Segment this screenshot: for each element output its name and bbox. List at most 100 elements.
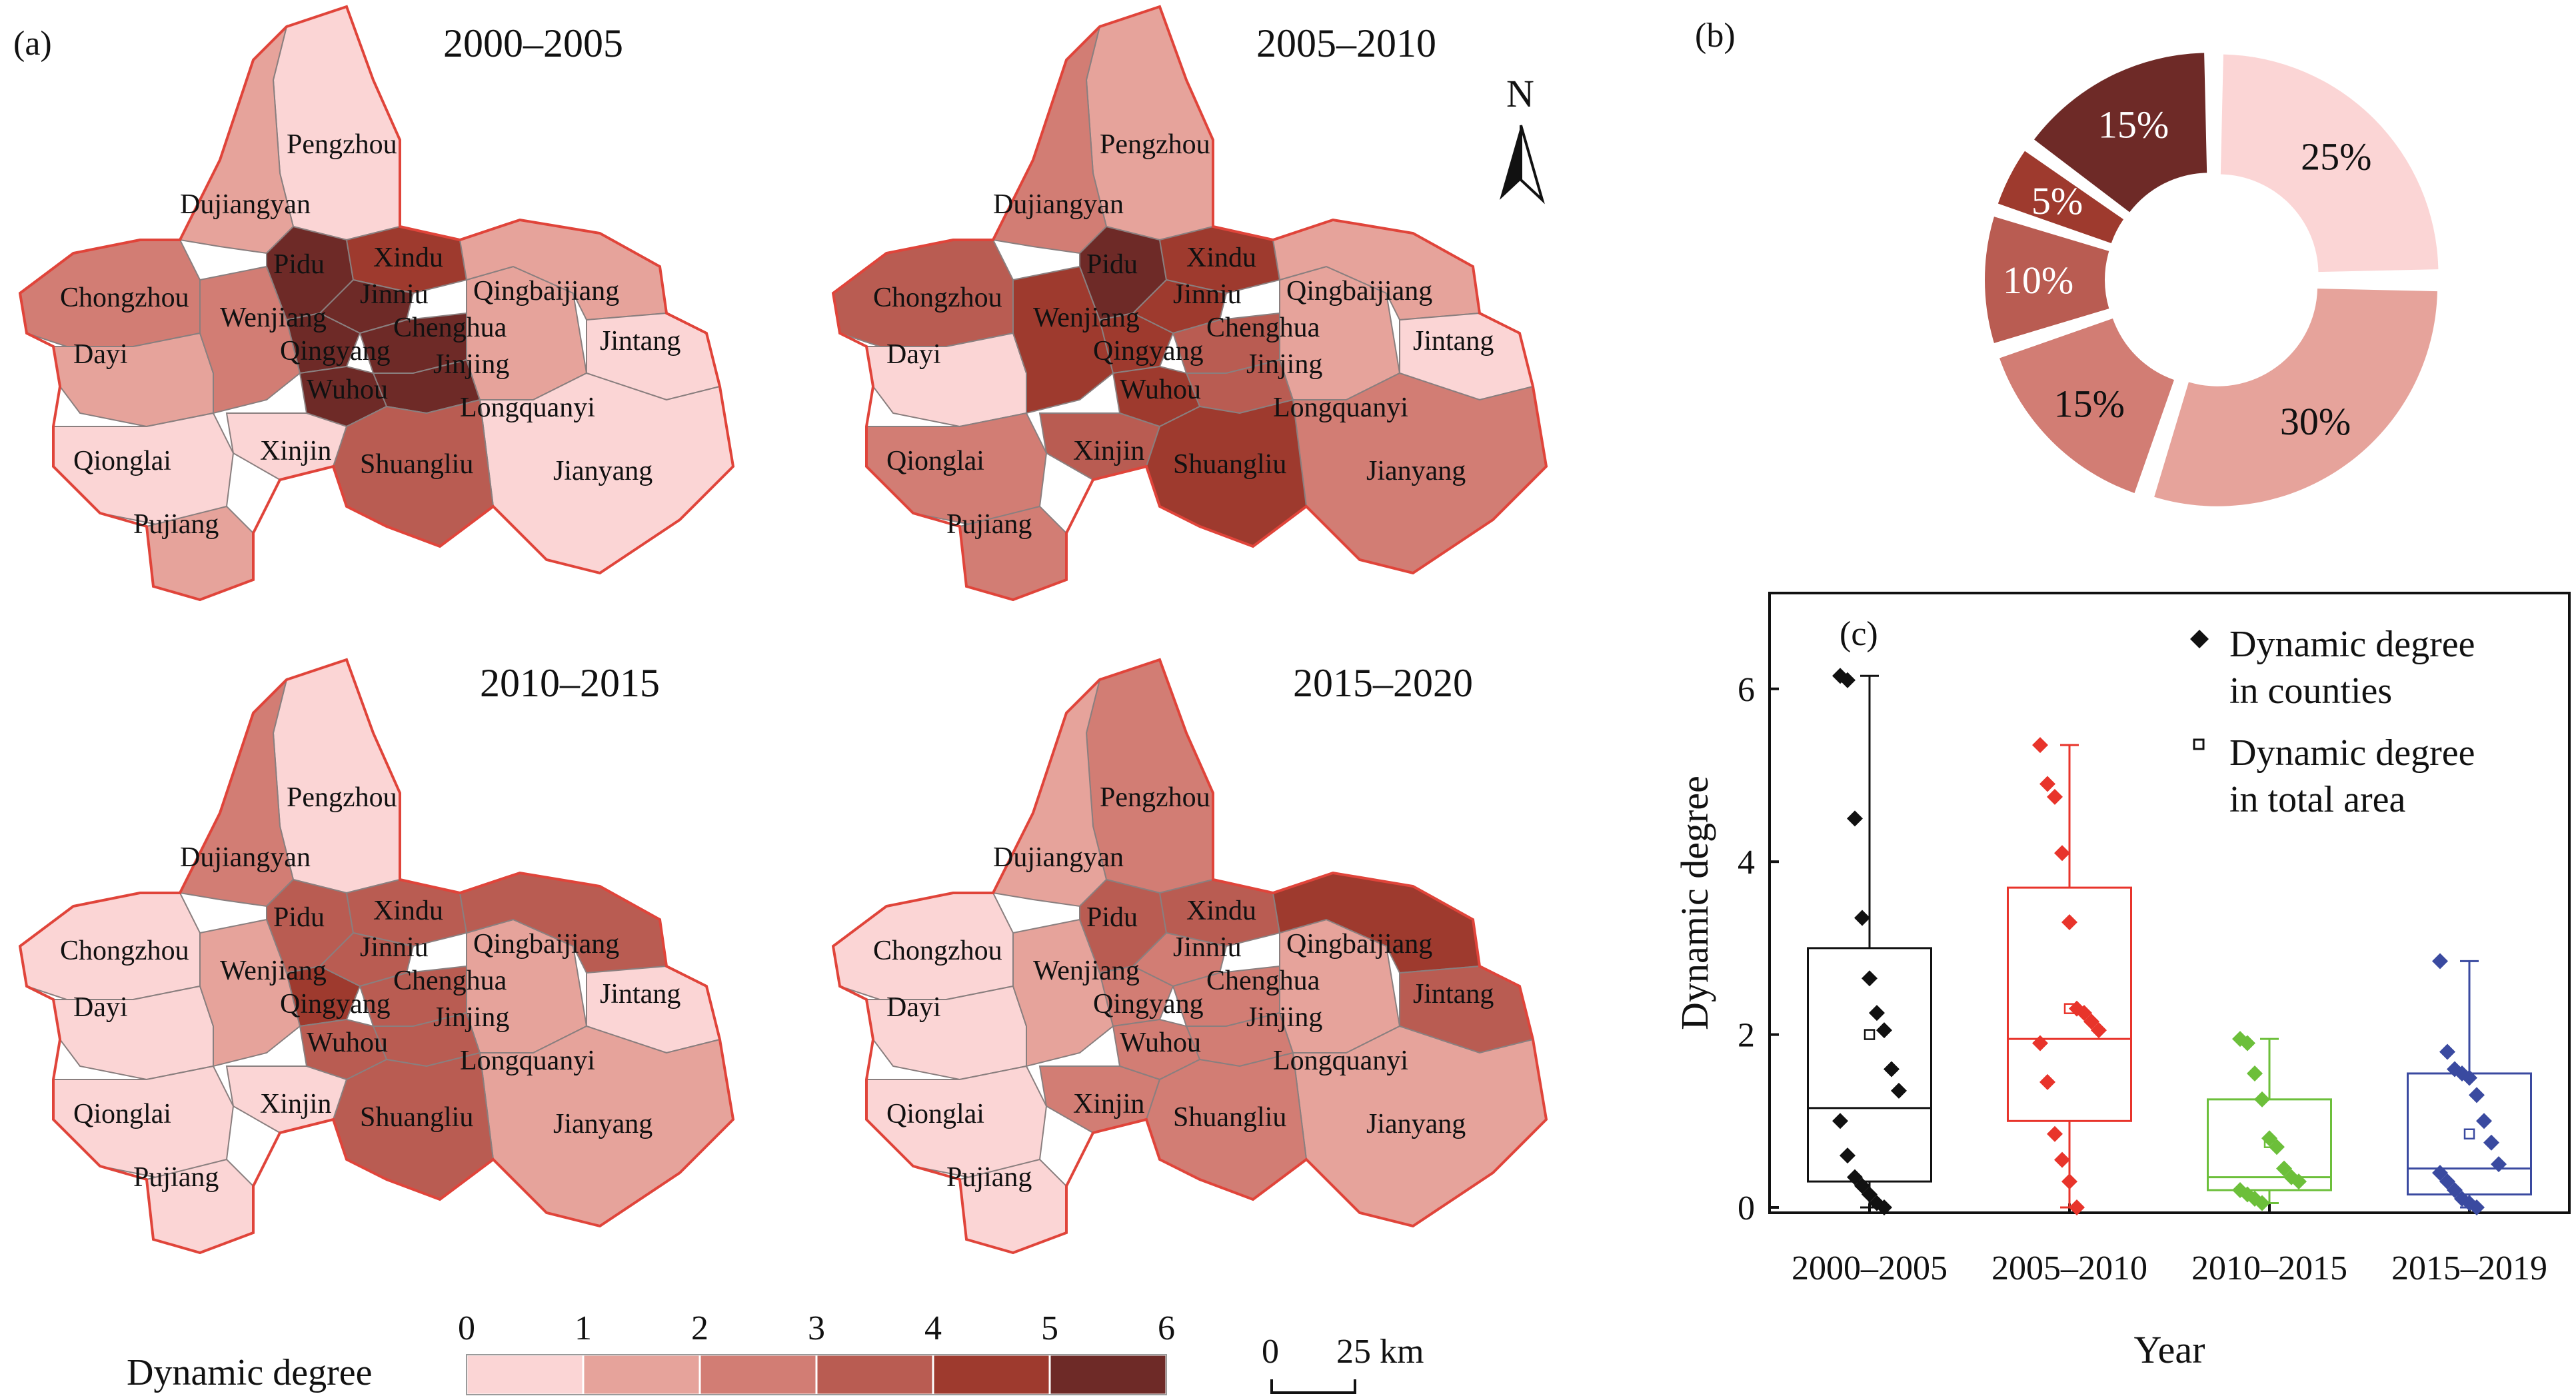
donut-slice-4 xyxy=(1997,151,2124,244)
donut-chart: 25% 30% 15% 10% 5% 15% xyxy=(1984,53,2439,506)
panel-b-donut: (b) 25% 30% 15% 10% 5% 15% xyxy=(1695,17,2439,506)
legend-tick-label: 0 xyxy=(458,1309,475,1347)
district-label-jinniu: Jinniu xyxy=(360,279,429,310)
legend-tick-label: 2 xyxy=(691,1309,708,1347)
district-label-longquanyi: Longquanyi xyxy=(460,1046,595,1076)
legend-class-box-5 xyxy=(1048,1353,1168,1396)
county-point xyxy=(2439,1044,2455,1060)
district-label-longquanyi: Longquanyi xyxy=(1273,1046,1408,1076)
district-label-wenjiang: Wenjiang xyxy=(220,956,327,986)
district-label-shuangliu: Shuangliu xyxy=(360,1102,473,1133)
district-label-qionglai: Qionglai xyxy=(73,446,171,476)
district-label-qingbaijiang: Qingbaijiang xyxy=(1286,929,1432,960)
y-tick-label: 0 xyxy=(1738,1189,1755,1227)
plot-frame xyxy=(1768,592,2571,1214)
donut-slice-1 xyxy=(2154,289,2437,506)
district-label-pengzhou: Pengzhou xyxy=(1100,129,1210,160)
district-label-chongzhou: Chongzhou xyxy=(873,283,1002,313)
district-label-xinjin: Xinjin xyxy=(260,1089,331,1119)
panel-c-boxplot: (c) Dynamic degree Year 0 2 4 6 2000–2005 200… xyxy=(1673,592,2571,1371)
district-label-pidu: Pidu xyxy=(1086,902,1138,933)
scale-bar-label: 25 km xyxy=(1336,1333,1424,1371)
district-label-pidu: Pidu xyxy=(273,249,325,280)
map-title: 2005–2010 xyxy=(1256,21,1436,65)
district-label-jinniu: Jinniu xyxy=(360,932,429,963)
county-point xyxy=(2269,1139,2285,1155)
county-point xyxy=(1891,1082,1907,1099)
district-label-qingyang: Qingyang xyxy=(1093,336,1204,366)
district-label-xinjin: Xinjin xyxy=(1073,1089,1144,1119)
district-label-jintang: Jintang xyxy=(600,979,680,1010)
legend-class-box-0 xyxy=(465,1353,585,1396)
panel-a-label: (a) xyxy=(13,25,52,63)
county-point xyxy=(2291,1173,2307,1190)
north-arrow: N xyxy=(1500,72,1545,205)
map-boundary xyxy=(831,5,1548,602)
total-area-marker xyxy=(1864,1029,1876,1040)
district-label-jinjing: Jinjing xyxy=(433,1002,509,1033)
county-point xyxy=(2069,1199,2085,1215)
district-label-jianyang: Jianyang xyxy=(1366,456,1466,486)
map-boundary xyxy=(831,658,1548,1255)
y-tick-label: 2 xyxy=(1738,1017,1755,1055)
county-point xyxy=(2254,1091,2270,1107)
county-point xyxy=(2054,1151,2070,1168)
county-point xyxy=(2239,1035,2255,1051)
district-label-jinjing: Jinjing xyxy=(1246,1002,1322,1033)
district-label-chenghua: Chenghua xyxy=(1206,966,1320,996)
map-title: 2015–2020 xyxy=(1293,661,1473,705)
donut-slice-2 xyxy=(1999,319,2174,493)
x-axis-title: Year xyxy=(2134,1328,2205,1371)
box-axes: 0 2 4 6 2000–2005 2005–2010 2010–2015 2015–2019 xyxy=(1738,671,2547,1287)
legend-item-2-line-1: Dynamic degree xyxy=(2229,732,2475,774)
district-qingyang xyxy=(285,965,361,1028)
legend-class-box-2 xyxy=(698,1353,818,1396)
north-arrow-icon-outline xyxy=(1520,125,1545,205)
x-tick-label: 2015–2019 xyxy=(2391,1249,2547,1287)
district-label-jintang: Jintang xyxy=(1413,979,1494,1010)
district-label-wuhou: Wuhou xyxy=(307,374,388,405)
district-label-xinjin: Xinjin xyxy=(260,436,331,466)
north-arrow-label: N xyxy=(1506,72,1534,115)
map-boundary xyxy=(18,658,735,1255)
donut-slice-label: 30% xyxy=(2280,400,2351,443)
district-label-shuangliu: Shuangliu xyxy=(1173,449,1286,480)
district-label-qingbaijiang: Qingbaijiang xyxy=(473,929,619,960)
x-tick-label: 2010–2015 xyxy=(2191,1249,2347,1287)
legend-class-box-4 xyxy=(932,1353,1051,1396)
county-point xyxy=(1854,910,1870,926)
county-point xyxy=(1840,1147,1856,1164)
district-label-wenjiang: Wenjiang xyxy=(1033,956,1140,986)
county-point xyxy=(1876,1199,1892,1215)
legend-item-2-line-2: in total area xyxy=(2229,779,2405,820)
box-iqr xyxy=(2007,886,2132,1122)
district-label-xinjin: Xinjin xyxy=(1073,436,1144,466)
legend-box-frame xyxy=(466,1354,1167,1395)
district-label-dayi: Dayi xyxy=(886,992,941,1023)
district-label-pengzhou: Pengzhou xyxy=(287,129,397,160)
district-label-pengzhou: Pengzhou xyxy=(287,782,397,813)
county-point xyxy=(2054,845,2070,862)
county-point xyxy=(2432,953,2448,970)
donut-slice-label: 15% xyxy=(2098,103,2169,147)
district-label-qingbaijiang: Qingbaijiang xyxy=(1286,276,1432,307)
box-series xyxy=(1807,668,2532,1215)
district-label-jinniu: Jinniu xyxy=(1173,279,1242,310)
class-legend: Dynamic degree 0 1 2 3 4 5 6 xyxy=(127,1309,1175,1396)
district-label-chenghua: Chenghua xyxy=(1206,313,1320,343)
legend-tick-label: 3 xyxy=(808,1309,825,1347)
county-point xyxy=(2047,1125,2063,1142)
district-label-pujiang: Pujiang xyxy=(133,1162,219,1193)
legend-diamond-marker xyxy=(2190,630,2209,648)
county-point xyxy=(1847,810,1863,827)
x-tick-label: 2000–2005 xyxy=(1792,1249,1947,1287)
donut-slice-label: 25% xyxy=(2301,135,2371,179)
box-iqr xyxy=(2407,1072,2532,1196)
district-label-shuangliu: Shuangliu xyxy=(1173,1102,1286,1133)
district-label-wenjiang: Wenjiang xyxy=(1033,303,1140,333)
district-qingyang xyxy=(1098,312,1174,374)
district-label-qionglai: Qionglai xyxy=(886,1099,984,1129)
legend-item-1-line-1: Dynamic degree xyxy=(2229,624,2475,665)
donut-slice-label: 10% xyxy=(2003,259,2073,302)
map-2015-2020: Pengzhou Dujiangyan Pidu Xindu Chongzhou Jinn… xyxy=(831,658,1548,1255)
